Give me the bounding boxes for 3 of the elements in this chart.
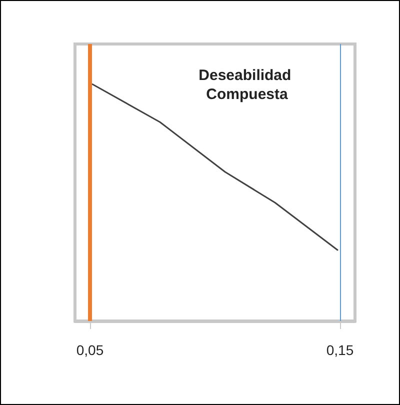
- chart-title: Deseabilidad Compuesta: [198, 67, 296, 103]
- x-tick-label: 0,05: [76, 342, 104, 358]
- x-tick-label: 0,15: [326, 342, 354, 358]
